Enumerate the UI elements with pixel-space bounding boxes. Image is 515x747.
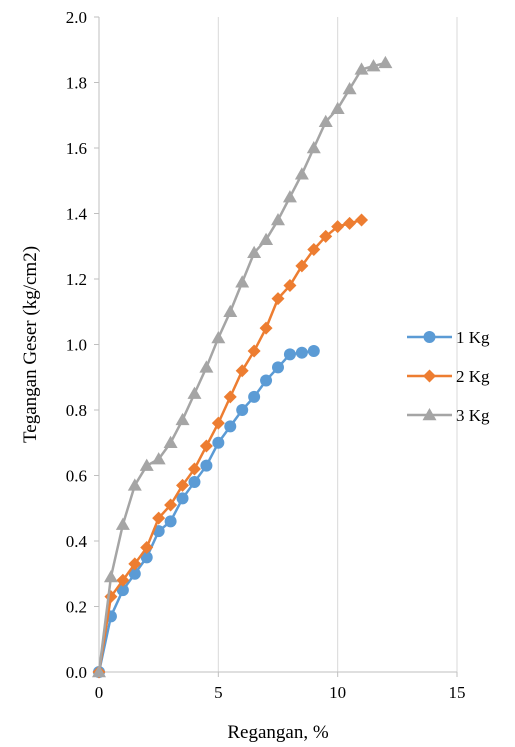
data-point <box>128 567 141 580</box>
data-point <box>212 436 225 449</box>
x-tick-label: 10 <box>329 683 346 702</box>
y-tick-label: 0.6 <box>66 467 87 486</box>
data-point <box>307 345 320 358</box>
x-tick-label: 0 <box>95 683 104 702</box>
data-point <box>139 458 154 471</box>
data-point <box>271 292 285 306</box>
y-tick-label: 0.8 <box>66 401 87 420</box>
y-tick-label: 1.0 <box>66 336 87 355</box>
data-point <box>115 517 130 530</box>
data-point <box>235 275 250 288</box>
data-point <box>152 511 166 525</box>
data-point <box>92 665 106 678</box>
data-point <box>140 551 153 564</box>
y-tick-label: 1.2 <box>66 270 87 289</box>
data-point <box>294 167 309 180</box>
legend-label: 1 Kg <box>456 328 490 347</box>
data-point <box>235 364 249 378</box>
data-point <box>127 478 142 491</box>
data-point <box>128 557 142 571</box>
data-point <box>164 515 177 528</box>
y-tick-label: 0.2 <box>66 598 87 617</box>
data-point <box>211 416 225 430</box>
x-tick-label: 5 <box>214 683 223 702</box>
data-series <box>92 55 393 679</box>
data-point <box>199 360 214 373</box>
data-point <box>319 229 333 243</box>
data-point <box>272 361 284 374</box>
data-point <box>176 478 190 492</box>
data-point <box>175 412 190 426</box>
data-point <box>342 82 357 95</box>
data-point <box>224 420 237 433</box>
data-point <box>247 245 262 259</box>
legend-item: 3 Kg <box>407 406 490 425</box>
data-point <box>248 390 261 403</box>
data-point <box>259 321 273 335</box>
data-point <box>283 348 296 361</box>
data-point <box>378 55 393 69</box>
data-point <box>295 259 309 273</box>
data-point <box>283 279 297 293</box>
y-tick-label: 0.0 <box>66 663 87 682</box>
axes <box>94 16 458 677</box>
data-point <box>140 541 154 555</box>
data-point <box>151 452 166 465</box>
y-tick-label: 2.0 <box>66 8 87 27</box>
series-line <box>97 349 314 673</box>
legend-item: 1 Kg <box>407 328 490 347</box>
data-point <box>282 190 297 203</box>
data-point <box>176 492 189 505</box>
legend-swatch-marker <box>422 408 437 421</box>
data-point <box>200 459 213 472</box>
legend: 1 Kg 2 Kg 3 Kg <box>407 328 490 425</box>
legend-swatch-marker <box>423 369 436 383</box>
data-point <box>236 404 249 416</box>
y-tick-label: 1.6 <box>66 139 87 158</box>
data-point <box>307 243 321 257</box>
x-tick-label: 15 <box>449 683 466 702</box>
data-point <box>188 476 201 489</box>
data-point <box>343 216 357 230</box>
data-point <box>330 101 345 114</box>
series-diamond <box>92 213 369 679</box>
data-point <box>187 386 202 399</box>
data-point <box>103 570 118 583</box>
x-axis-title: Regangan, % <box>227 722 328 743</box>
series-triangle <box>92 55 393 678</box>
data-point <box>116 573 130 587</box>
legend-label: 2 Kg <box>456 367 490 386</box>
y-tick-label: 1.4 <box>66 205 88 224</box>
series-line <box>97 218 362 673</box>
y-tick-label: 0.4 <box>66 532 88 551</box>
data-point <box>354 62 369 75</box>
data-point <box>295 346 308 359</box>
y-tick-label: 1.8 <box>66 74 87 93</box>
legend-label: 3 Kg <box>456 406 490 425</box>
data-point <box>211 330 226 344</box>
legend-swatch-marker <box>423 331 436 343</box>
data-point <box>223 304 238 317</box>
data-point <box>366 59 381 72</box>
data-point <box>259 232 274 245</box>
data-point <box>187 462 201 476</box>
data-point <box>163 435 178 448</box>
data-point <box>331 220 345 234</box>
gridlines <box>217 17 458 672</box>
data-point <box>318 114 333 128</box>
data-point <box>260 374 273 387</box>
series-circle <box>93 345 320 678</box>
data-point <box>306 141 321 154</box>
tick-labels: 0.0 0.2 0.4 0.6 0.8 1.0 1.2 1.4 1.6 1.8 2.0 0 5 10 15 <box>66 8 466 702</box>
y-axis-title: Tegangan Geser (kg/cm2) <box>20 246 41 443</box>
data-point <box>164 498 178 512</box>
data-point <box>355 213 369 227</box>
data-point <box>223 390 237 404</box>
data-point <box>116 584 129 597</box>
data-point <box>199 439 213 453</box>
data-point <box>271 213 285 226</box>
legend-item: 2 Kg <box>407 367 490 386</box>
data-point <box>247 344 261 358</box>
